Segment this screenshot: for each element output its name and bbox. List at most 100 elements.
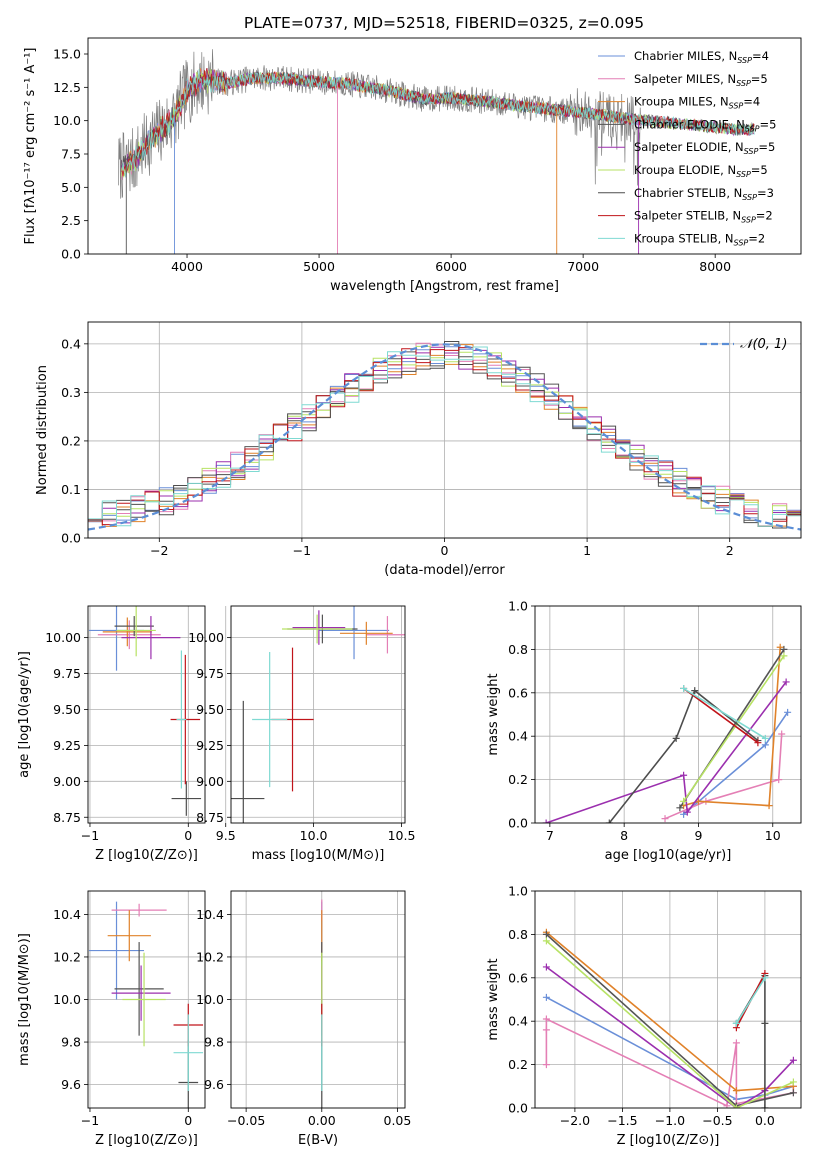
legend-label: Salpeter STELIB, NSSP=2 — [634, 209, 773, 225]
weight-marker — [542, 930, 550, 938]
legend-sub: SSP — [741, 216, 756, 225]
legend-sub: SSP — [745, 124, 760, 133]
legend-value: =3 — [757, 186, 774, 200]
weight-marker — [680, 684, 688, 692]
legend-sub: SSP — [734, 238, 749, 247]
weight-marker — [780, 652, 788, 660]
tick-label-x: 10.0 — [300, 828, 328, 843]
histogram-7 — [88, 341, 801, 529]
tick-label-x: 1 — [583, 543, 591, 558]
tick-label-y: 10.0 — [53, 992, 81, 1007]
legend-sub: SSP — [744, 147, 759, 156]
tick-label-x: 0.0 — [755, 1113, 775, 1128]
plot-area — [542, 643, 792, 823]
axes-frame — [534, 890, 802, 1109]
weight-line-8 — [683, 687, 759, 744]
tick-label-y: 9.50 — [196, 702, 224, 717]
tick-label-y: 9.8 — [204, 1035, 224, 1050]
weight-marker — [782, 678, 790, 686]
weight-line-9 — [735, 977, 766, 1024]
tick-label-y: 9.50 — [53, 702, 81, 717]
legend-label: Kroupa MILES, NSSP=4 — [634, 95, 760, 111]
legend-sub: SSP — [737, 56, 752, 65]
observed-spectrum — [118, 49, 642, 199]
legend-sub: SSP — [736, 170, 751, 179]
weight-line-6 — [545, 940, 794, 1108]
mass-weight-vs-metallicity-panel: −2.0 −1.5 −1.0 −0.5 0.0 0.0 0.2 0.4 0.6 0.8 1.0 Z [… — [486, 884, 802, 1148]
tick-label-y: 5.0 — [61, 180, 81, 195]
tick-label-y: 9.75 — [53, 666, 81, 681]
legend-sub: SSP — [742, 193, 757, 202]
tick-label-x: 0.00 — [308, 1113, 336, 1128]
weight-marker — [672, 734, 680, 742]
weight-marker — [789, 1089, 797, 1097]
legend-label: Chabrier ELODIE, NSSP=5 — [634, 117, 776, 133]
tick-label-y: 9.75 — [196, 666, 224, 681]
tick-label-x: 9.5 — [216, 828, 236, 843]
legend-label: Chabrier MILES, NSSP=4 — [634, 49, 769, 65]
normal-curve — [88, 343, 801, 531]
tick-label-y: 9.6 — [61, 1077, 81, 1092]
plot-area — [88, 606, 202, 816]
weight-marker — [723, 1102, 731, 1108]
plot-area — [118, 49, 755, 254]
weight-marker — [776, 643, 784, 651]
weight-line-9 — [683, 687, 766, 740]
tick-label-x: −1 — [81, 1113, 99, 1128]
figure-title: PLATE=0737, MJD=52518, FIBERID=0325, z=0… — [244, 14, 644, 32]
tick-label-y: 10.4 — [53, 907, 81, 922]
plot-area — [88, 341, 801, 531]
weight-marker — [680, 810, 688, 818]
tick-label-y: 9.6 — [204, 1077, 224, 1092]
weight-marker — [691, 687, 699, 695]
y-axis-label: mass weight — [486, 673, 501, 755]
legend-value: =2 — [748, 231, 765, 245]
weight-line-3 — [545, 931, 794, 1092]
tick-label-y: 0.8 — [508, 927, 528, 942]
x-axis-label: E(B-V) — [298, 1133, 338, 1148]
legend-label: Kroupa STELIB, NSSP=2 — [634, 231, 765, 247]
legend-value: =5 — [751, 72, 768, 86]
legend-label: Chabrier STELIB, NSSP=3 — [634, 186, 774, 202]
tick-label-x: 8 — [620, 828, 628, 843]
weight-line-5 — [545, 966, 794, 1108]
weight-line-6 — [682, 655, 785, 802]
weight-marker — [780, 645, 788, 653]
weight-marker — [542, 1026, 550, 1034]
tick-label-y: 15.0 — [53, 47, 81, 62]
legend-label: Salpeter ELODIE, NSSP=5 — [634, 140, 775, 156]
histogram-8 — [88, 347, 801, 527]
tick-label-y: 7.5 — [61, 147, 81, 162]
tick-label-y: 8.75 — [196, 810, 224, 825]
weight-line-2 — [664, 733, 783, 820]
tick-label-x: 5000 — [303, 259, 335, 274]
tick-label-y: 10.2 — [53, 949, 81, 964]
weight-marker — [789, 1078, 797, 1086]
model-spectrum-8 — [121, 68, 755, 177]
tick-label-y: 10.0 — [196, 992, 224, 1007]
y-axis-label: mass [log10(M/M⊙)] — [17, 933, 32, 1066]
legend-value: =5 — [758, 140, 775, 154]
weight-marker — [775, 776, 783, 784]
weight-marker — [761, 974, 769, 982]
legend-label: Kroupa ELODIE, NSSP=5 — [634, 163, 768, 179]
x-axis-label: age [log10(age/yr)] — [605, 848, 732, 863]
tick-label-y: 9.8 — [61, 1035, 81, 1050]
tick-label-y: 0.4 — [508, 729, 528, 744]
x-axis-label: mass [log10(M/M⊙)] — [252, 848, 385, 863]
legend-value: =4 — [752, 49, 769, 63]
legend-sub: SSP — [729, 102, 744, 111]
tick-label-x: −1 — [81, 828, 99, 843]
tick-label-x: 9 — [694, 828, 702, 843]
weight-marker — [542, 819, 550, 823]
plot-area — [542, 928, 797, 1108]
tick-label-y: 0.4 — [508, 1014, 528, 1029]
weight-marker — [542, 963, 550, 971]
weight-marker — [680, 771, 688, 779]
tick-label-y: 10.2 — [196, 949, 224, 964]
legend-value: =5 — [751, 163, 768, 177]
weight-marker — [542, 937, 550, 945]
mass-weight-vs-age-panel: 7 8 9 10 0.0 0.2 0.4 0.6 0.8 1.0 age [log10(age/yr… — [486, 599, 802, 863]
tick-label-y: 1.0 — [508, 884, 528, 899]
x-axis-label: (data-model)/error — [384, 563, 505, 578]
